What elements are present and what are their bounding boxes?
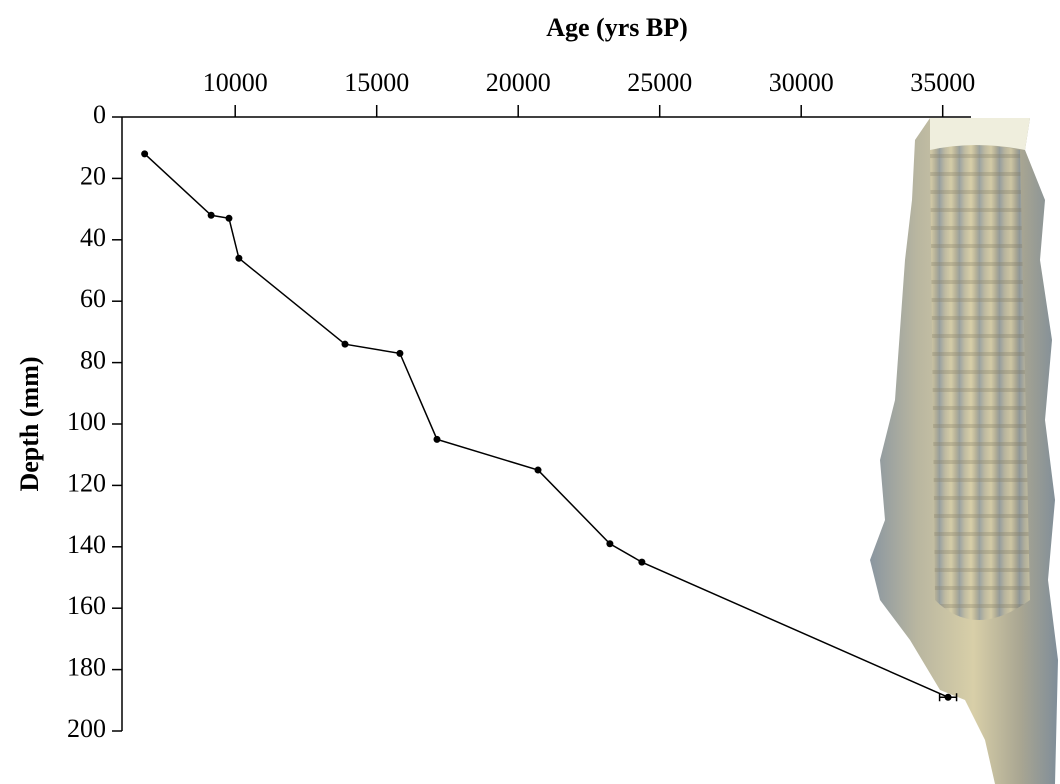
y-tick-label: 100 xyxy=(67,407,106,436)
y-tick-label: 160 xyxy=(67,591,106,620)
x-tick-label: 20000 xyxy=(486,68,551,97)
x-tick-label: 35000 xyxy=(910,68,975,97)
y-tick-label: 80 xyxy=(80,346,106,375)
y-tick-label: 140 xyxy=(67,530,106,559)
stalagmite-bands xyxy=(930,145,1030,620)
y-tick-label: 0 xyxy=(93,100,106,129)
data-point xyxy=(535,467,542,474)
y-tick-label: 40 xyxy=(80,223,106,252)
x-tick-label: 15000 xyxy=(344,68,409,97)
y-tick-label: 120 xyxy=(67,468,106,497)
data-point xyxy=(433,436,440,443)
data-point xyxy=(638,559,645,566)
x-tick-label: 30000 xyxy=(769,68,834,97)
data-point xyxy=(945,694,952,701)
y-tick-label: 20 xyxy=(80,161,106,190)
y-tick-label: 180 xyxy=(67,653,106,682)
data-point xyxy=(235,255,242,262)
stalagmite-photo xyxy=(870,118,1058,784)
chart-title: Age (yrs BP) xyxy=(546,13,688,42)
y-tick-label: 60 xyxy=(80,284,106,313)
y-tick-label: 200 xyxy=(67,714,106,743)
data-point xyxy=(225,215,232,222)
data-point xyxy=(141,150,148,157)
data-point xyxy=(606,540,613,547)
y-axis-label: Depth (mm) xyxy=(15,356,44,491)
data-point xyxy=(342,341,349,348)
data-point xyxy=(396,350,403,357)
data-point xyxy=(208,212,215,219)
x-tick-label: 25000 xyxy=(627,68,692,97)
data-line xyxy=(145,154,948,697)
chart: Age (yrs BP) Depth (mm) 10000 15000 20000 2… xyxy=(0,0,1060,784)
x-tick-label: 10000 xyxy=(203,68,268,97)
